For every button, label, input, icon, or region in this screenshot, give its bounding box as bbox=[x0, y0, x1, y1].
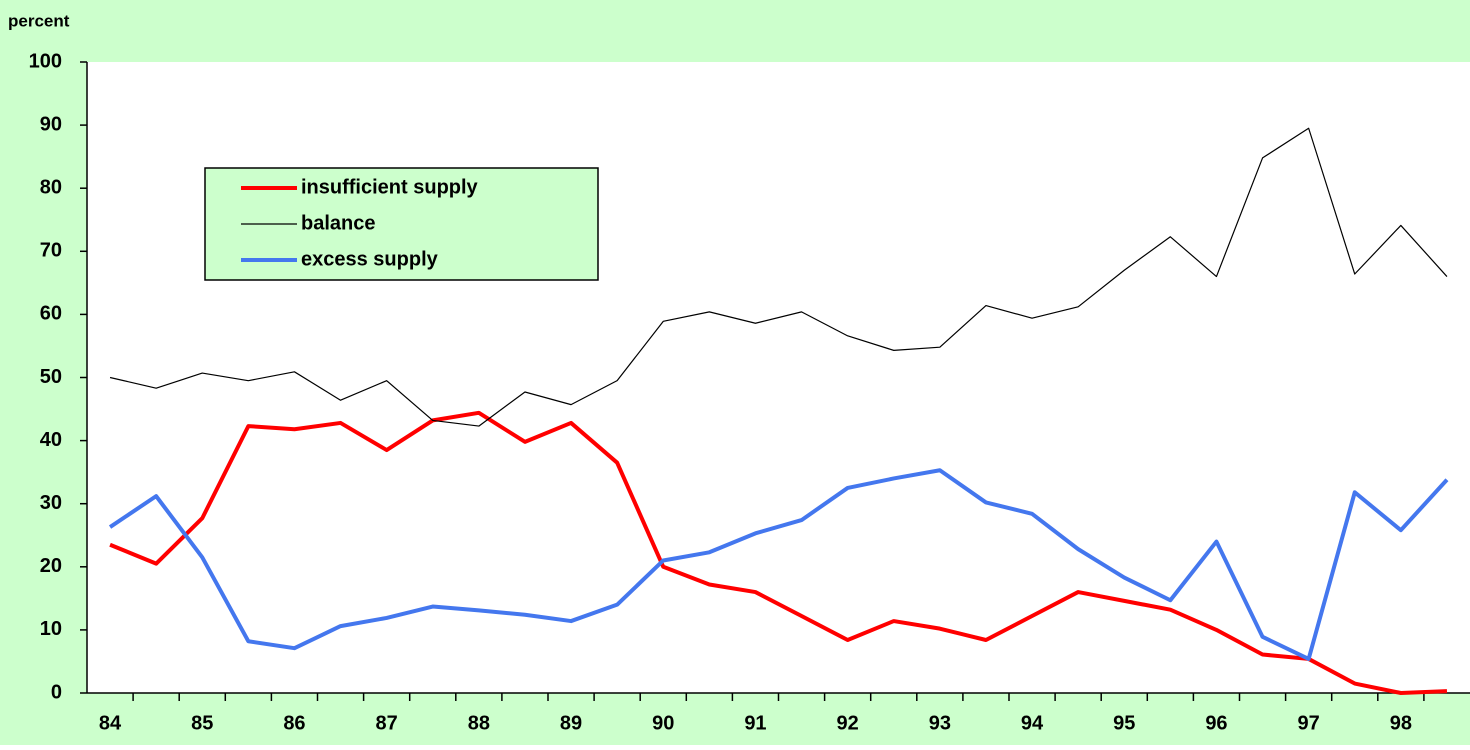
y-axis-label: percent bbox=[8, 11, 70, 30]
x-tick-label: 84 bbox=[99, 712, 122, 734]
x-tick-label: 93 bbox=[929, 712, 951, 734]
series-line bbox=[109, 410, 1448, 695]
legend-label: insufficient supply bbox=[301, 176, 479, 198]
x-tick-label: 94 bbox=[1021, 712, 1044, 734]
x-tick-label: 85 bbox=[191, 712, 213, 734]
y-tick-label: 40 bbox=[40, 429, 62, 451]
y-tick-label: 0 bbox=[51, 681, 62, 703]
x-tick-label: 91 bbox=[744, 712, 766, 734]
x-tick-label: 90 bbox=[652, 712, 674, 734]
plot-area bbox=[87, 62, 1470, 693]
x-tick-label: 97 bbox=[1298, 712, 1320, 734]
y-tick-label: 10 bbox=[40, 618, 62, 640]
y-tick-label: 80 bbox=[40, 176, 62, 198]
legend-label: balance bbox=[301, 212, 375, 234]
series-line bbox=[109, 127, 1448, 427]
y-tick-label: 20 bbox=[40, 555, 62, 577]
x-tick-label: 86 bbox=[283, 712, 305, 734]
series-line bbox=[108, 468, 1449, 661]
x-tick-label: 98 bbox=[1390, 712, 1412, 734]
legend-label: excess supply bbox=[301, 248, 439, 270]
x-tick-label: 96 bbox=[1205, 712, 1227, 734]
y-tick-label: 70 bbox=[40, 240, 62, 262]
x-tick-label: 95 bbox=[1113, 712, 1135, 734]
x-tick-label: 89 bbox=[560, 712, 582, 734]
x-tick-label: 88 bbox=[468, 712, 490, 734]
y-tick-label: 50 bbox=[40, 366, 62, 388]
y-tick-label: 90 bbox=[40, 113, 62, 135]
y-tick-label: 30 bbox=[40, 492, 62, 514]
y-tick-label: 100 bbox=[29, 50, 62, 72]
x-tick-label: 92 bbox=[837, 712, 859, 734]
x-tick-label: 87 bbox=[376, 712, 398, 734]
y-tick-label: 60 bbox=[40, 303, 62, 325]
